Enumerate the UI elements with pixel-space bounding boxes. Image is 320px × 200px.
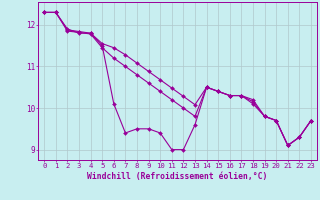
X-axis label: Windchill (Refroidissement éolien,°C): Windchill (Refroidissement éolien,°C) xyxy=(87,172,268,181)
